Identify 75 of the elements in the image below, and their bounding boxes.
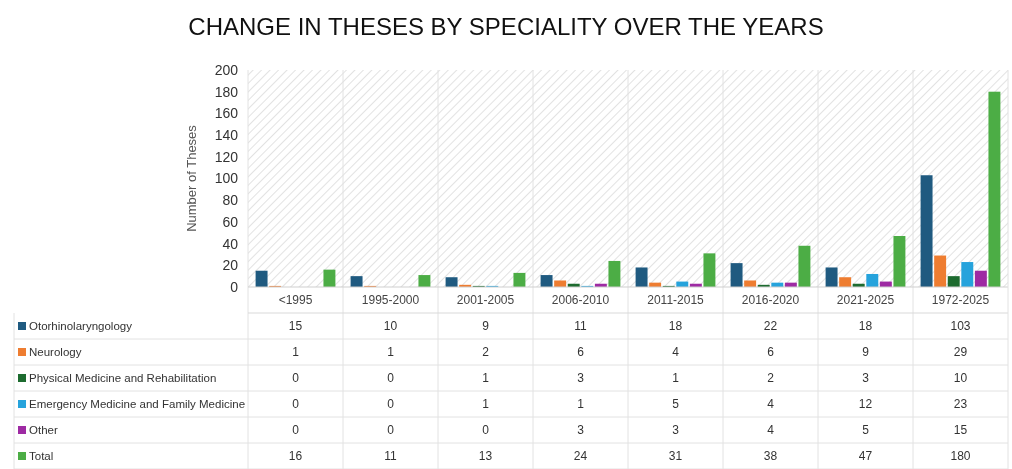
data-label: 15 — [288, 319, 303, 334]
data-label: 13 — [478, 449, 493, 464]
x-tick-label: 2006-2010 — [551, 293, 610, 308]
chart-title: CHANGE IN THESES BY SPECIALITY OVER THE YEARS — [188, 13, 824, 40]
data-label: 47 — [858, 449, 873, 464]
legend-label: Neurology — [29, 346, 82, 359]
data-label: 22 — [763, 319, 778, 334]
data-label: 15 — [953, 423, 968, 438]
data-label: 0 — [387, 423, 395, 438]
data-label: 38 — [763, 449, 778, 464]
x-tick-label: 1972-2025 — [931, 293, 990, 308]
y-tick-label: 120 — [214, 148, 239, 165]
y-tick-label: 40 — [222, 235, 239, 252]
data-label: 6 — [767, 345, 775, 360]
data-label: 11 — [384, 449, 398, 464]
data-label: 10 — [953, 371, 968, 386]
data-label: 1 — [482, 371, 490, 386]
y-tick-label: 140 — [214, 127, 239, 143]
data-label: 4 — [767, 397, 775, 412]
data-label: 24 — [573, 449, 588, 464]
data-label: 31 — [668, 449, 683, 464]
x-tick-label: 2011-2015 — [647, 293, 705, 308]
legend-label: Emergency Medicine and Family Medicine — [29, 398, 246, 411]
data-label: 0 — [482, 423, 490, 438]
x-tick-label: 1995-2000 — [361, 293, 420, 308]
data-label: 3 — [672, 423, 680, 438]
data-label: 0 — [292, 423, 300, 438]
y-tick-label: 80 — [222, 192, 239, 209]
y-tick-label: 180 — [214, 83, 239, 100]
y-tick-label: 20 — [222, 257, 239, 274]
y-tick-label: 0 — [230, 278, 239, 295]
legend-label: Other — [29, 424, 58, 437]
data-label: 3 — [577, 371, 585, 386]
data-label: 23 — [953, 397, 968, 412]
legend-label: Total — [29, 450, 54, 463]
data-label: 0 — [387, 371, 395, 386]
data-label: 1 — [482, 397, 490, 412]
data-label: 11 — [574, 319, 588, 334]
data-label: 180 — [950, 449, 971, 464]
y-axis-title: Number of Theses — [184, 124, 199, 232]
data-label: 0 — [292, 371, 300, 386]
data-label: 1 — [387, 345, 395, 360]
legend-label: Physical Medicine and Rehabilitation — [29, 372, 217, 385]
legend-label: Otorhinolaryngology — [29, 320, 133, 333]
x-tick-label: 2016-2020 — [741, 293, 800, 308]
data-label: 0 — [292, 397, 300, 412]
data-label: 3 — [577, 423, 585, 438]
data-label: 18 — [668, 319, 683, 334]
y-tick-label: 60 — [222, 213, 239, 230]
data-label: 2 — [482, 345, 490, 360]
data-label: 103 — [950, 319, 971, 334]
y-tick-label: 100 — [214, 170, 239, 187]
y-tick-label: 160 — [214, 105, 239, 122]
data-label: 16 — [288, 449, 303, 464]
data-label: 4 — [672, 345, 680, 360]
data-label: 1 — [292, 345, 300, 360]
data-label: 29 — [953, 345, 968, 360]
data-label: 9 — [482, 319, 490, 334]
data-label: 0 — [387, 397, 395, 412]
data-label: 6 — [577, 345, 585, 360]
data-label: 1 — [672, 371, 680, 386]
data-label: 1 — [577, 397, 585, 412]
data-label: 10 — [383, 319, 398, 334]
y-tick-label: 200 — [214, 61, 239, 78]
data-label: 12 — [858, 397, 873, 412]
data-label: 9 — [862, 345, 870, 360]
data-label: 3 — [862, 371, 870, 386]
data-label: 4 — [767, 423, 775, 438]
x-tick-label: 2001-2005 — [456, 293, 515, 308]
data-label: 18 — [858, 319, 873, 334]
data-label: 5 — [862, 423, 870, 438]
data-label: 5 — [672, 397, 680, 412]
x-tick-label: <1995 — [278, 293, 313, 308]
x-tick-label: 2021-2025 — [836, 293, 895, 308]
data-label: 2 — [767, 371, 775, 386]
